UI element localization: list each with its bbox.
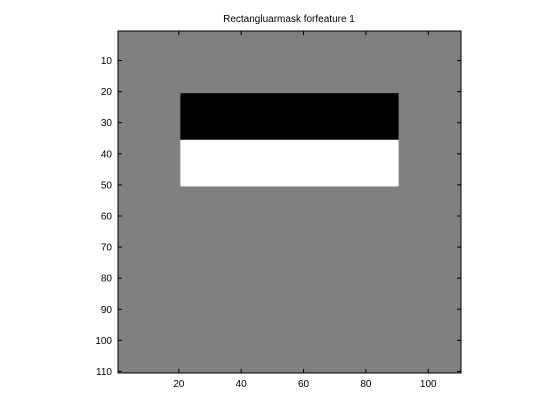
mask-region-white [180, 139, 399, 187]
y-tick-label: 10 [101, 56, 113, 67]
x-tick-label: 100 [420, 379, 437, 390]
x-tick-label: 80 [360, 379, 372, 390]
y-tick-label: 70 [101, 243, 113, 254]
y-tick-label: 60 [101, 211, 113, 222]
y-tick-label: 110 [96, 367, 112, 378]
axes-frame [117, 30, 462, 374]
x-tick-label: 20 [173, 379, 185, 390]
mask-region-black [180, 93, 399, 140]
y-tick-label: 40 [101, 149, 113, 160]
plot-area [118, 31, 461, 373]
y-tick-label: 30 [101, 118, 113, 129]
x-tick-label: 60 [298, 379, 310, 390]
y-tick-label: 20 [101, 87, 113, 98]
chart-title: Rectangluarmask forfeature 1 [223, 14, 355, 25]
mask-background [118, 31, 461, 373]
axes: 20 40 60 80 100 10 20 30 40 50 60 70 80 90 100 110 [95, 30, 462, 390]
x-tick-label: 40 [236, 379, 248, 390]
y-tick-label: 100 [95, 336, 112, 347]
y-tick-label: 80 [101, 274, 113, 285]
y-tick-label: 50 [101, 180, 113, 191]
y-tick-label: 90 [101, 305, 113, 316]
